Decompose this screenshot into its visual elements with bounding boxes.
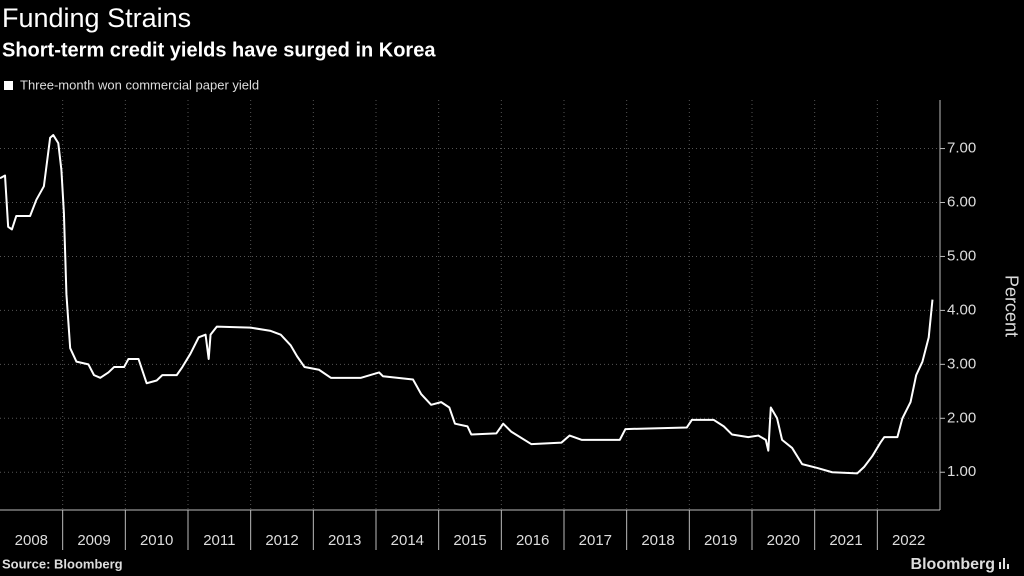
chart-title: Funding Strains bbox=[2, 3, 191, 33]
x-tick-label: 2009 bbox=[77, 532, 110, 549]
x-tick-label: 2020 bbox=[767, 532, 800, 549]
y-tick-label: 6.00 bbox=[947, 193, 976, 210]
brand-icon-bar bbox=[1003, 558, 1005, 569]
x-tick-label: 2014 bbox=[391, 532, 424, 549]
brand-icon-bar bbox=[1007, 564, 1009, 569]
x-tick-label: 2013 bbox=[328, 532, 361, 549]
y-axis-title: Percent bbox=[1001, 275, 1021, 337]
y-tick-label: 5.00 bbox=[947, 247, 976, 264]
brand: Bloomberg bbox=[911, 556, 995, 573]
y-tick-label: 7.00 bbox=[947, 140, 976, 157]
x-tick-label: 2011 bbox=[203, 532, 235, 549]
chart-subtitle: Short-term credit yields have surged in … bbox=[2, 39, 436, 61]
brand-icon-bar bbox=[999, 562, 1001, 569]
x-tick-label: 2008 bbox=[15, 532, 48, 549]
x-tick-label: 2022 bbox=[892, 532, 925, 549]
x-tick-label: 2010 bbox=[140, 532, 173, 549]
x-tick-label: 2016 bbox=[516, 532, 549, 549]
x-tick-label: 2015 bbox=[453, 532, 486, 549]
line bbox=[0, 134, 934, 475]
y-tick-label: 1.00 bbox=[947, 463, 976, 480]
brand-icon bbox=[999, 558, 1009, 569]
x-tick-label: 2012 bbox=[265, 532, 298, 549]
x-tick-label: 2021 bbox=[829, 532, 862, 549]
y-tick-label: 4.00 bbox=[947, 301, 976, 318]
legend-swatch bbox=[4, 81, 13, 90]
y-tick-label: 3.00 bbox=[947, 355, 976, 372]
y-tick-label: 2.00 bbox=[947, 409, 976, 426]
x-tick-label: 2017 bbox=[579, 532, 612, 549]
source: Source: Bloomberg bbox=[2, 556, 123, 571]
x-tick-label: 2018 bbox=[641, 532, 674, 549]
legend-label: Three-month won commercial paper yield bbox=[20, 77, 259, 92]
x-tick-label: 2019 bbox=[704, 532, 737, 549]
